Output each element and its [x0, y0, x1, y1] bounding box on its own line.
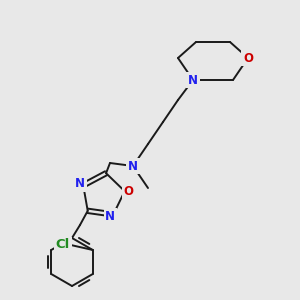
Text: N: N [188, 74, 198, 86]
Text: O: O [243, 52, 253, 64]
Text: N: N [75, 177, 85, 190]
Text: N: N [128, 160, 138, 172]
Text: O: O [124, 185, 134, 198]
Text: N: N [105, 210, 115, 223]
Text: Cl: Cl [56, 238, 70, 251]
